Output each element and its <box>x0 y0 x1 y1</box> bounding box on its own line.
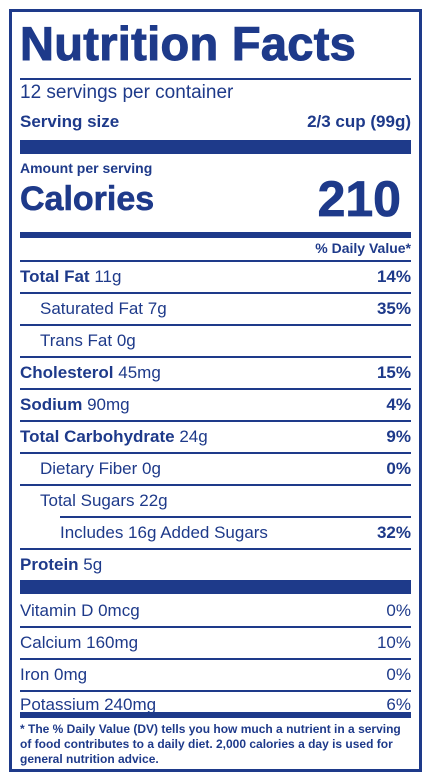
nutrient-name: Includes 16g Added Sugars <box>60 523 268 542</box>
nutrient-row-total-fat: Total Fat 11g 14% <box>20 262 411 292</box>
nutrient-row-dietary-fiber: Dietary Fiber 0g 0% <box>20 454 411 484</box>
divider <box>20 548 411 550</box>
daily-value-header: % Daily Value* <box>315 240 411 256</box>
nutrient-amount: 7g <box>147 299 167 318</box>
nutrient-row-protein: Protein 5g <box>20 550 411 580</box>
serving-size-value: 2/3 cup (99g) <box>307 112 411 131</box>
nutrient-row-total-carbohydrate: Total Carbohydrate 24g 9% <box>20 422 411 452</box>
vitamin-dv: 0% <box>386 601 411 620</box>
nutrient-row-saturated-fat: Saturated Fat 7g 35% <box>20 294 411 324</box>
divider <box>20 356 411 358</box>
nutrient-row-cholesterol: Cholesterol 45mg 15% <box>20 358 411 388</box>
nutrient-amount: 90mg <box>87 395 130 414</box>
nutrient-amount: 11g <box>94 267 122 286</box>
divider <box>20 78 411 80</box>
divider <box>20 484 411 486</box>
footnote: * The % Daily Value (DV) tells you how m… <box>20 722 401 766</box>
medium-divider <box>20 712 411 718</box>
calories-value: 210 <box>317 171 401 228</box>
nutrient-name: Trans Fat <box>40 331 113 350</box>
divider <box>20 292 411 294</box>
medium-divider <box>20 232 411 238</box>
nutrient-dv: 15% <box>376 363 411 382</box>
nutrient-name: Dietary Fiber <box>40 459 138 478</box>
nutrient-row-added-sugars: Includes 16g Added Sugars 32% <box>20 518 411 548</box>
nutrient-row-sodium: Sodium 90mg 4% <box>20 390 411 420</box>
nutrient-dv: 4% <box>386 395 411 414</box>
divider <box>20 420 411 422</box>
divider <box>20 324 411 326</box>
vitamin-name: Calcium 160mg <box>20 633 139 652</box>
nutrient-dv: 35% <box>376 299 411 318</box>
divider <box>60 516 411 518</box>
nutrient-amount: 24g <box>179 427 208 446</box>
amount-per-serving: Amount per serving <box>20 160 153 176</box>
divider <box>20 658 411 660</box>
serving-size-label: Serving size <box>20 112 120 131</box>
nutrient-dv: 9% <box>386 427 411 446</box>
vitamin-row-potassium: Potassium 240mg 6% <box>20 690 411 720</box>
vitamin-dv: 0% <box>386 665 411 684</box>
nutrient-name: Total Fat <box>20 267 90 286</box>
nutrient-amount: 0g <box>142 459 161 478</box>
thick-divider <box>20 580 411 594</box>
nutrient-name: Protein <box>20 555 79 574</box>
nutrient-amount: 45mg <box>118 363 161 382</box>
nutrient-name: Cholesterol <box>20 363 114 382</box>
nutrient-dv: 14% <box>376 267 411 286</box>
nutrient-name: Saturated Fat <box>40 299 144 318</box>
calories-label: Calories <box>20 180 155 219</box>
nutrient-amount: 5g <box>83 555 103 574</box>
vitamin-name: Iron 0mg <box>20 665 88 684</box>
divider <box>20 260 411 262</box>
nutrient-name: Sodium <box>20 395 83 414</box>
vitamin-row-iron: Iron 0mg 0% <box>20 660 411 690</box>
vitamin-name: Potassium 240mg <box>20 695 157 714</box>
label-title: Nutrition Facts <box>20 17 357 71</box>
divider <box>20 690 411 692</box>
servings-per-container: 12 servings per container <box>20 82 234 103</box>
nutrient-row-trans-fat: Trans Fat 0g <box>20 326 411 356</box>
divider <box>20 626 411 628</box>
nutrient-dv: 32% <box>376 523 411 542</box>
divider <box>20 452 411 454</box>
nutrient-amount: 22g <box>139 491 168 510</box>
vitamin-dv: 6% <box>386 695 411 714</box>
vitamin-row-vitamin-d: Vitamin D 0mcg 0% <box>20 596 411 626</box>
nutrient-dv: 0% <box>386 459 411 478</box>
nutrient-amount: 0g <box>116 331 136 350</box>
vitamin-dv: 10% <box>376 633 411 652</box>
serving-size-row: Serving size 2/3 cup (99g) <box>20 112 411 132</box>
thick-divider <box>20 140 411 154</box>
vitamin-row-calcium: Calcium 160mg 10% <box>20 628 411 658</box>
nutrient-name: Total Sugars <box>40 491 135 510</box>
nutrient-row-total-sugars: Total Sugars 22g <box>20 486 411 516</box>
vitamin-name: Vitamin D 0mcg <box>20 601 140 620</box>
divider <box>20 388 411 390</box>
nutrition-label: Nutrition Facts 12 servings per containe… <box>9 9 422 772</box>
nutrient-name: Total Carbohydrate <box>20 427 175 446</box>
